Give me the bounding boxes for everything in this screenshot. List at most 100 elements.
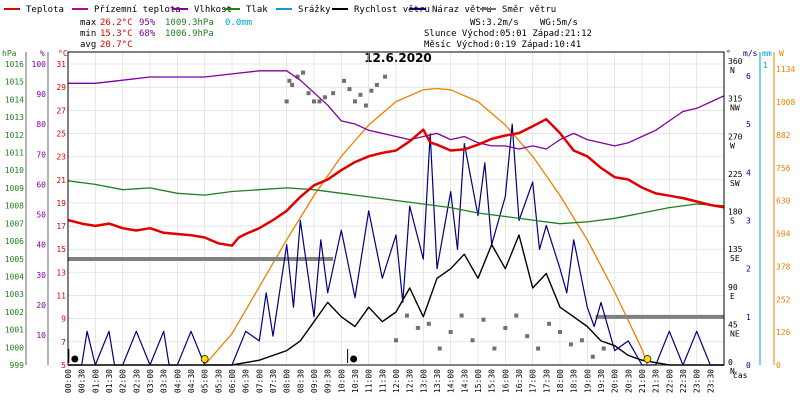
moon-marker: [71, 355, 79, 363]
pct-tick: 80: [36, 120, 46, 129]
dir-tick: NW: [730, 104, 740, 113]
c-tick: 5: [61, 361, 66, 370]
wind-direction-point: [448, 330, 453, 335]
hpa-tick: 1005: [5, 255, 24, 264]
wind-direction-point: [536, 346, 541, 351]
hpa-tick: 1006: [5, 237, 24, 246]
legend-label: Vlhkost: [194, 5, 232, 15]
pct-tick: 90: [36, 90, 46, 99]
time-tick: 08:30: [296, 369, 305, 393]
pct-tick: 60: [36, 180, 46, 189]
time-tick: 14:00: [447, 369, 456, 393]
stat-moon: Měsíc Východ:0:19 Západ:10:41: [424, 40, 581, 50]
time-tick: 03:00: [146, 369, 155, 393]
wind-direction-point: [306, 91, 311, 96]
pct-tick: 20: [36, 301, 46, 310]
time-tick: 04:30: [187, 369, 196, 393]
time-axis: 00:00 00:30 01:00 01:30 02:00 02:30 03:00 03:30…: [64, 369, 715, 393]
deg-tick: 90: [728, 283, 738, 292]
wind-direction-point: [374, 82, 379, 87]
ms-tick: 2: [746, 265, 751, 274]
wind-direction-point: [415, 325, 420, 330]
stat-min-label: min: [80, 29, 96, 39]
time-tick: 13:30: [433, 369, 442, 393]
stat-max-rain: 0.0mm: [225, 18, 252, 28]
time-tick: 05:30: [214, 369, 223, 393]
w-tick: 756: [776, 164, 791, 173]
time-tick: 23:00: [693, 369, 702, 393]
wind-direction-point: [347, 87, 352, 92]
wind-direction-point: [558, 330, 562, 335]
hpa-tick: 1015: [5, 78, 24, 87]
hpa-tick: 999: [10, 361, 25, 370]
wind-direction-point: [601, 346, 606, 351]
legend-label: Přízemní teplota: [94, 5, 181, 15]
dir-tick: NE: [730, 329, 740, 338]
time-unit-label: čas: [733, 370, 748, 380]
time-tick: 16:00: [501, 369, 510, 393]
c-tick: 27: [56, 106, 66, 115]
hpa-tick: 1010: [5, 166, 24, 175]
time-tick: 04:00: [173, 369, 182, 393]
time-tick: 18:00: [556, 369, 565, 393]
time-tick: 13:00: [419, 369, 428, 393]
time-tick: 21:00: [638, 369, 647, 393]
pct-tick: 30: [36, 271, 46, 280]
ms-tick: 5: [746, 120, 751, 129]
time-tick: 01:00: [91, 369, 100, 393]
pressure-line: [67, 180, 725, 225]
time-tick: 16:30: [515, 369, 524, 393]
time-tick: 05:00: [201, 369, 210, 393]
deg-tick: 315: [728, 95, 743, 104]
dir-tick: N: [730, 367, 735, 376]
wind-direction-point: [481, 317, 486, 322]
wind-direction-point: [525, 334, 530, 339]
pct-tick: 10: [36, 331, 46, 340]
stat-wg: WG:5m/s: [540, 18, 578, 28]
dir-tick: SE: [730, 254, 740, 263]
w-tick: 1134: [776, 65, 795, 74]
time-tick: 03:30: [160, 369, 169, 393]
temperature-line: [67, 117, 725, 247]
time-tick: 00:30: [78, 369, 87, 393]
w-tick: 504: [776, 230, 791, 239]
deg-tick: 0: [728, 358, 733, 367]
plot-frame: [67, 51, 725, 366]
dir-tick: E: [730, 292, 735, 301]
wind-direction-point: [295, 74, 300, 79]
time-tick: 02:30: [132, 369, 141, 393]
chart-title: 12.6.2020: [364, 51, 432, 65]
ms-tick: 0: [746, 361, 751, 370]
time-tick: 15:00: [474, 369, 483, 393]
wind-direction-point: [437, 346, 442, 351]
ms-tick: 4: [746, 168, 751, 177]
w-tick: 1008: [776, 98, 795, 107]
legend-label: Rychlost větru: [354, 5, 430, 15]
dir-tick: S: [730, 217, 735, 226]
stat-max-hum: 95%: [139, 18, 156, 28]
right-axes: 360N315NW270W225SW180S135SE90E45NE0N6543…: [728, 52, 795, 376]
c-tick: 21: [56, 176, 66, 185]
legend: Teplota Přízemní teplota Vlhkost Tlak Srážky…: [4, 5, 556, 15]
wind-direction-point: [363, 103, 368, 108]
time-tick: 22:30: [679, 369, 688, 393]
hpa-tick: 1008: [5, 202, 24, 211]
legend-label: Směr větru: [502, 5, 556, 15]
ms-tick: 6: [746, 72, 751, 81]
pct-tick: 40: [36, 241, 46, 250]
deg-tick: 45: [728, 320, 738, 329]
hpa-tick: 1003: [5, 290, 24, 299]
c-tick: 23: [56, 153, 66, 162]
c-tick: 13: [56, 268, 66, 277]
dir-tick: SW: [730, 179, 740, 188]
wind-direction-point: [331, 91, 336, 96]
pct-tick: 70: [36, 150, 46, 159]
wind-direction-point: [383, 74, 388, 79]
c-unit-label: °C: [58, 49, 68, 58]
stat-min-press: 1006.9hPa: [165, 29, 214, 39]
mm-unit-label: mm: [762, 49, 772, 58]
time-tick: 07:00: [255, 369, 264, 393]
stat-min-temp: 15.3°C: [100, 29, 133, 39]
wind-direction-point: [579, 338, 584, 343]
